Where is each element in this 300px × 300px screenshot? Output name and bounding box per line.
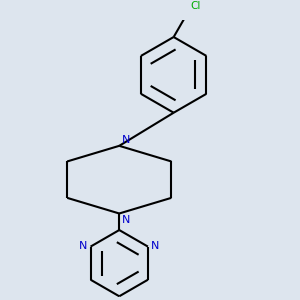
Text: N: N	[151, 241, 159, 251]
Text: N: N	[80, 241, 88, 251]
Text: N: N	[122, 215, 130, 225]
Text: N: N	[122, 135, 130, 145]
Text: Cl: Cl	[190, 1, 201, 11]
